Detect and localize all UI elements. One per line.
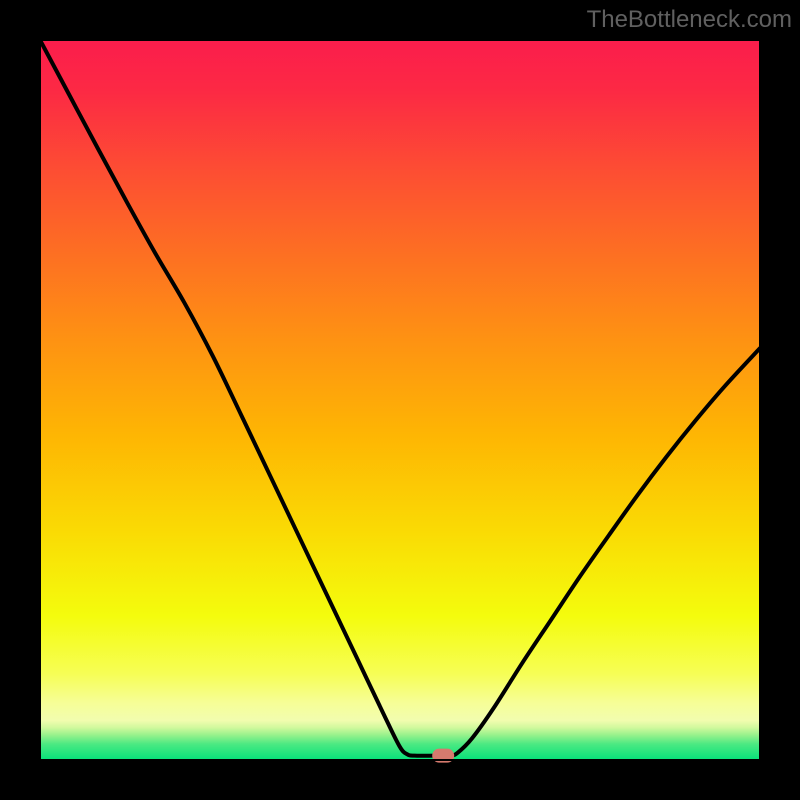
chart-svg: [0, 0, 800, 800]
watermark-text: TheBottleneck.com: [587, 6, 792, 34]
chart-stage: TheBottleneck.com: [0, 0, 800, 800]
plot-area: [40, 40, 760, 760]
